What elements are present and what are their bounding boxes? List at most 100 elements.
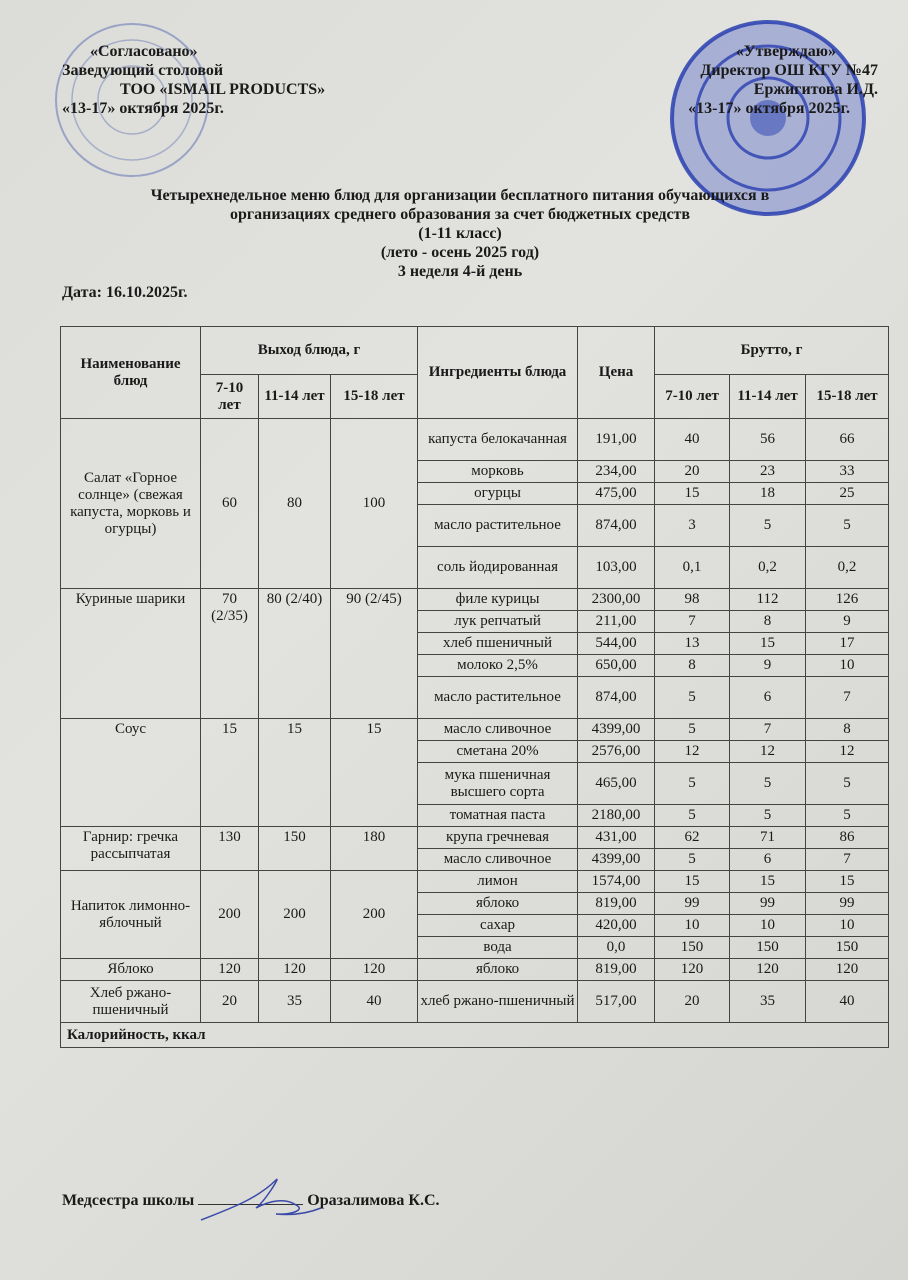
dish-yield: 150	[258, 826, 331, 871]
ingredient-name: сахар	[417, 914, 579, 937]
ingredient-brutto: 98	[654, 588, 731, 611]
ingredient-brutto: 150	[654, 936, 731, 959]
table-row: сахар 420,00 10 10 10	[61, 914, 890, 937]
signature-line	[198, 1204, 304, 1205]
header-brutto-age: 15-18 лет	[805, 374, 890, 419]
header-brutto: Брутто, г	[654, 326, 890, 375]
ingredient-brutto: 99	[654, 892, 731, 915]
ingredient-brutto: 5	[729, 504, 807, 547]
calories-row: Калорийность, ккал	[59, 1022, 890, 1048]
table-row: лук репчатый 211,00 7 8 9	[61, 610, 890, 633]
table-row: Яблоко 120 120 120 яблоко 819,00 120 120 120	[60, 958, 890, 981]
ingredient-brutto: 7	[654, 610, 731, 633]
ingredient-name: яблоко	[417, 892, 579, 915]
approval-label: «Согласовано»	[90, 43, 198, 60]
ingredient-name: масло сливочное	[417, 718, 579, 741]
ingredient-brutto: 10	[805, 654, 890, 677]
ingredient-name: морковь	[417, 460, 579, 483]
approver-position: Директор ОШ КГУ №47	[700, 62, 878, 79]
ingredient-brutto: 126	[805, 588, 890, 611]
ingredient-brutto: 10	[654, 914, 731, 937]
ingredient-price: 650,00	[577, 654, 656, 677]
ingredient-price: 874,00	[577, 504, 656, 547]
approver-company: ТОО «ISMAIL PRODUCTS»	[120, 81, 326, 98]
ingredient-brutto: 5	[805, 762, 890, 805]
dish-yield: 130	[200, 826, 259, 871]
ingredient-brutto: 9	[729, 654, 807, 677]
ingredient-brutto: 10	[729, 914, 807, 937]
approval-label: «Утверждаю»	[735, 43, 836, 60]
ingredient-brutto: 7	[729, 718, 807, 741]
title-line: (1-11 класс)	[418, 225, 502, 242]
document-title: Четырехнедельное меню блюд для организац…	[60, 186, 860, 281]
ingredient-price: 191,00	[577, 418, 656, 461]
nurse-signature-line: Медсестра школы Оразалимова К.С.	[62, 1192, 440, 1210]
title-line: Четырехнедельное меню блюд для организац…	[150, 187, 770, 204]
header-yield-age: 15-18 лет	[329, 374, 419, 419]
ingredient-price: 2576,00	[577, 740, 656, 763]
ingredient-brutto: 0,2	[805, 546, 890, 589]
ingredient-price: 465,00	[577, 762, 656, 805]
ingredient-price: 431,00	[577, 826, 656, 849]
ingredient-name: томатная паста	[417, 804, 579, 827]
approver-name: Ержигитова И.Д.	[753, 81, 878, 98]
ingredient-name: огурцы	[417, 482, 579, 505]
ingredient-brutto: 7	[805, 848, 890, 871]
ingredient-name: масло растительное	[417, 504, 579, 547]
ingredient-brutto: 12	[729, 740, 807, 763]
ingredient-brutto: 120	[654, 958, 731, 981]
table-row: масло растительное 874,00 5 6 7	[61, 676, 890, 719]
approval-date: «13-17» октября 2025г.	[62, 100, 224, 117]
table-row: Гарнир: гречка рассыпчатая 130 150 180 крупа…	[60, 826, 890, 871]
dish-yield: 120	[258, 958, 331, 981]
ingredient-brutto: 5	[654, 762, 731, 805]
table-row: томатная паста 2180,00 5 5 5	[61, 804, 890, 827]
ingredient-price: 544,00	[577, 632, 656, 655]
round-stamp-left	[55, 23, 209, 177]
ingredient-brutto: 62	[654, 826, 731, 849]
handwritten-signature	[200, 1178, 322, 1221]
dish-yield: 15	[200, 718, 259, 827]
header-dish: Наименование блюд	[60, 326, 201, 419]
header-yield: Выход блюда, г	[199, 326, 419, 375]
ingredient-brutto: 12	[805, 740, 890, 763]
round-stamp-right	[670, 20, 866, 216]
ingredient-price: 475,00	[577, 482, 656, 505]
ingredient-brutto: 15	[729, 870, 807, 893]
dish-yield: 200	[329, 870, 419, 959]
ingredient-price: 874,00	[577, 676, 656, 719]
header-yield-age: 11-14 лет	[258, 374, 331, 419]
ingredient-brutto: 33	[805, 460, 890, 483]
ingredient-brutto: 112	[729, 588, 807, 611]
ingredient-name: лимон	[417, 870, 579, 893]
table-row: Напиток лимонно-яблочный 200 200 200 лимон 15…	[60, 870, 890, 959]
header-yield-age: 7-10 лет	[200, 374, 259, 419]
table-row: яблоко 819,00 99 99 99	[61, 892, 890, 915]
ingredient-brutto: 86	[805, 826, 890, 849]
ingredient-name: мука пшеничная высшего сорта	[417, 762, 579, 805]
table-row: Куриные шарики 70 (2/35) 80 (2/40) 90 (2/45…	[60, 588, 890, 719]
ingredient-name: масло растительное	[417, 676, 579, 719]
ingredient-brutto: 56	[729, 418, 807, 461]
ingredient-brutto: 5	[654, 676, 731, 719]
nurse-role: Медсестра школы	[62, 1192, 195, 1209]
table-row: Соус 15 15 15 масло сливочное 4399,00 5 7 8	[60, 718, 890, 827]
approval-block-left: «Согласовано» Заведующий столовой ТОО «I…	[62, 42, 325, 118]
ingredient-brutto: 10	[805, 914, 890, 937]
dish-yield: 20	[200, 980, 259, 1023]
ingredient-brutto: 5	[729, 804, 807, 827]
title-line: (лето - осень 2025 год)	[380, 244, 540, 261]
approval-block-right: «Утверждаю» Директор ОШ КГУ №47 Ержигито…	[688, 42, 878, 118]
ingredient-brutto: 25	[805, 482, 890, 505]
ingredient-brutto: 5	[805, 804, 890, 827]
dish-name: Хлеб ржано-пшеничный	[60, 980, 201, 1023]
ingredient-brutto: 5	[654, 718, 731, 741]
ingredient-brutto: 99	[729, 892, 807, 915]
ingredient-price: 4399,00	[577, 718, 656, 741]
table-row: Салат «Горное солнце» (свежая капуста, м…	[60, 418, 890, 589]
ingredient-price: 2300,00	[577, 588, 656, 611]
dish-yield: 15	[258, 718, 331, 827]
ingredient-brutto: 15	[729, 632, 807, 655]
ingredient-brutto: 23	[729, 460, 807, 483]
menu-date: Дата: 16.10.2025г.	[62, 284, 188, 301]
